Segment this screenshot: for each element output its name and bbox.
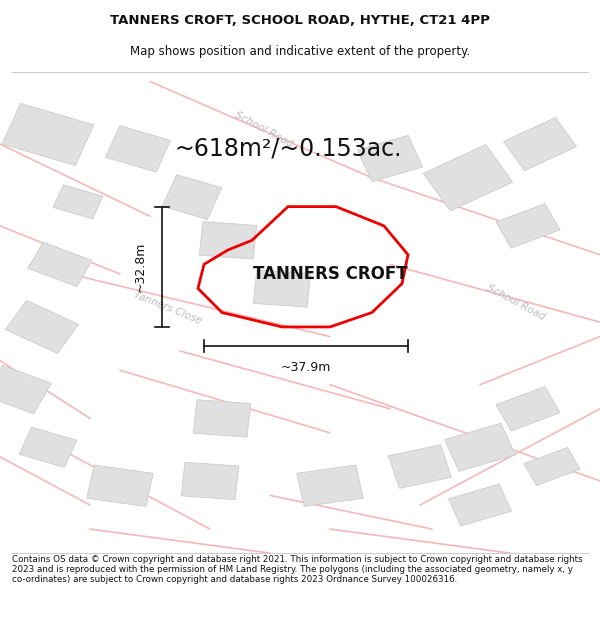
Text: Map shows position and indicative extent of the property.: Map shows position and indicative extent… (130, 45, 470, 58)
Polygon shape (503, 118, 577, 171)
Text: ~618m²/~0.153ac.: ~618m²/~0.153ac. (174, 137, 402, 161)
Polygon shape (448, 484, 512, 526)
Polygon shape (162, 174, 222, 219)
Polygon shape (524, 448, 580, 486)
Text: ~32.8m: ~32.8m (134, 242, 147, 292)
Polygon shape (53, 185, 103, 219)
Text: Tanners Close: Tanners Close (133, 289, 203, 326)
Text: School Road: School Road (485, 283, 547, 322)
Polygon shape (199, 222, 257, 259)
Text: ~37.9m: ~37.9m (281, 361, 331, 374)
Polygon shape (253, 270, 311, 307)
Polygon shape (0, 365, 52, 414)
Polygon shape (106, 126, 170, 172)
Polygon shape (388, 444, 452, 488)
Polygon shape (496, 204, 560, 248)
Polygon shape (87, 465, 153, 506)
Polygon shape (2, 103, 94, 166)
Text: Contains OS data © Crown copyright and database right 2021. This information is : Contains OS data © Crown copyright and d… (12, 554, 583, 584)
Text: School Road: School Road (233, 110, 295, 149)
Polygon shape (5, 301, 79, 354)
Polygon shape (193, 400, 251, 437)
Polygon shape (424, 144, 512, 211)
Polygon shape (358, 135, 422, 182)
Polygon shape (297, 465, 363, 506)
Polygon shape (28, 242, 92, 287)
Text: TANNERS CROFT: TANNERS CROFT (253, 265, 407, 283)
Polygon shape (496, 386, 560, 431)
Polygon shape (445, 423, 515, 471)
Text: TANNERS CROFT, SCHOOL ROAD, HYTHE, CT21 4PP: TANNERS CROFT, SCHOOL ROAD, HYTHE, CT21 … (110, 14, 490, 27)
Polygon shape (19, 427, 77, 468)
Polygon shape (181, 462, 239, 499)
